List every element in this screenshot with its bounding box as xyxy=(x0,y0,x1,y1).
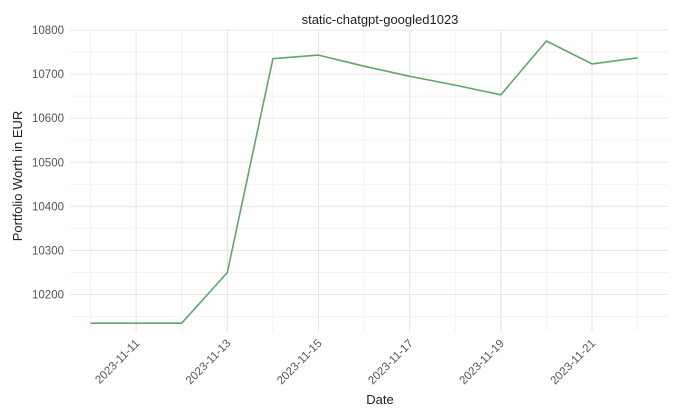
y-tick-label: 10800 xyxy=(32,25,64,37)
x-tick-label: 2023-11-15 xyxy=(275,338,324,387)
chart-grid xyxy=(70,29,668,332)
y-tick-label: 10700 xyxy=(32,69,64,81)
x-tick-label: 2023-11-21 xyxy=(549,338,598,387)
y-tick-label: 10500 xyxy=(32,157,64,169)
y-tick-label: 10400 xyxy=(32,201,64,213)
x-tick-label: 2023-11-13 xyxy=(184,338,233,387)
x-tick-label: 2023-11-17 xyxy=(366,338,415,387)
y-axis-label: Portfolio Worth in EUR xyxy=(10,111,25,242)
y-tick-label: 10600 xyxy=(32,113,64,125)
y-axis-ticks: 10200 10300 10400 10500 10600 10700 10800 xyxy=(32,25,64,302)
series-line xyxy=(90,40,638,325)
y-tick-label: 10300 xyxy=(32,245,64,257)
x-tick-label: 2023-11-19 xyxy=(457,338,506,387)
chart-title: static-chatgpt-googled1023 xyxy=(302,12,459,27)
x-axis-label: Date xyxy=(366,392,393,407)
x-tick-label: 2023-11-11 xyxy=(93,338,142,387)
y-tick-label: 10200 xyxy=(32,290,64,302)
chart-series xyxy=(90,40,638,325)
x-axis-ticks: 2023-11-11 2023-11-13 2023-11-15 2023-11-17… xyxy=(93,338,598,387)
